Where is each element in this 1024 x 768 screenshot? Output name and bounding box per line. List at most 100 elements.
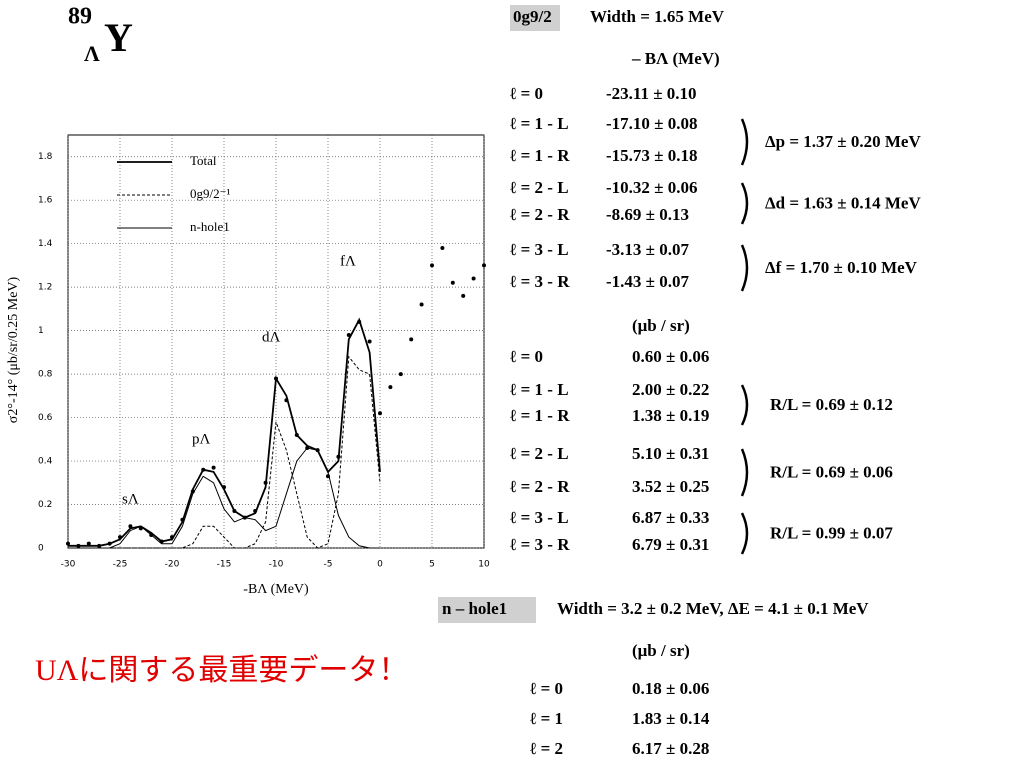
x-tick-label: -30 [61,560,76,570]
x-tick-label: -15 [217,560,232,570]
x-tick-label: -20 [165,560,180,570]
y-axis-label: σ2°-14° (μb/sr/0.25 MeV) [6,276,21,423]
data-point [398,372,403,377]
data-point [294,432,299,437]
legend-label: 0g9/2⁻¹ [190,186,230,201]
data-point [159,539,164,544]
row-value: 2.00 ± 0.22 [632,380,709,399]
row-value: -1.43 ± 0.07 [606,272,689,291]
row-value: -10.32 ± 0.06 [606,178,698,197]
data-point [190,489,195,494]
splitting: Δp = 1.37 ± 0.20 MeV [765,132,921,151]
data-point [149,532,154,537]
row-value: 0.18 ± 0.06 [632,679,709,698]
data-point [419,302,424,307]
y-tick-label: 1 [38,326,44,336]
row-label: ℓ = 2 - R [510,477,570,496]
row-value: 6.87 ± 0.33 [632,508,709,527]
row-label: ℓ = 1 - R [510,406,570,425]
data-point [450,280,455,285]
data-point [430,263,434,268]
data-point [118,535,122,540]
data-point [326,474,330,479]
state-label: n – hole1 [442,599,507,618]
row-label: ℓ = 1 [530,709,563,728]
x-tick-label: -5 [324,560,333,570]
data-point [346,332,351,337]
y-tick-label: 0.2 [38,500,52,510]
data-point [388,385,393,390]
brace [740,448,749,497]
row-value: -23.11 ± 0.10 [606,84,697,103]
label-bg [438,597,536,623]
title-sub: Λ [84,41,100,66]
row-value: 5.10 ± 0.31 [632,444,709,463]
row-label: ℓ = 3 - L [510,508,569,527]
row-label: ℓ = 3 - L [510,240,569,259]
peak-label: fΛ [340,253,356,269]
y-tick-label: 0.8 [38,370,53,380]
row-value: -3.13 ± 0.07 [606,240,689,259]
row-value: 0.60 ± 0.06 [632,347,709,366]
peak-label: sΛ [122,491,139,507]
peak-label: pΛ [192,431,211,447]
row-value: 6.17 ± 0.28 [632,739,709,758]
y-tick-label: 1.2 [38,283,52,293]
y-tick-label: 0 [38,544,44,554]
brace [740,118,749,166]
row-label: ℓ = 2 [530,739,563,758]
row-label: ℓ = 1 - L [510,380,569,399]
x-tick-label: 5 [429,560,435,570]
data-point [336,454,341,459]
row-label: ℓ = 0 [530,679,563,698]
row-label: ℓ = 1 - L [510,114,569,133]
peak-label: dΛ [262,329,281,345]
data-point [97,543,102,548]
brace [740,512,749,555]
row-label: ℓ = 3 - R [510,535,570,554]
data-point [263,480,268,485]
brace [740,384,749,426]
y-tick-label: 1.4 [38,239,53,249]
data-point [107,541,112,546]
y-tick-label: 0.4 [38,457,53,467]
data-point [440,246,445,251]
series-line [68,355,381,549]
title-symbol: Y [104,15,133,60]
row-value: -15.73 ± 0.18 [606,146,698,165]
brace [740,182,749,225]
data-point [461,293,466,298]
width: Width = 1.65 MeV [590,7,725,26]
data-point [305,446,310,451]
data-point [242,515,247,520]
data-point [66,541,70,546]
data-point [211,465,216,470]
data-point [409,337,414,342]
width: Width = 3.2 ± 0.2 MeV, ΔE = 4.1 ± 0.1 Me… [557,599,869,618]
column-header: (μb / sr) [632,641,690,660]
data-point [357,319,362,324]
data-point [367,339,372,344]
y-tick-label: 1.6 [38,196,53,206]
x-tick-label: 10 [478,560,490,570]
data-point [274,376,278,381]
column-header: – BΛ (MeV) [631,49,720,68]
title-mass: 89 [68,4,92,30]
state-label: 0g9/2 [513,7,552,26]
row-value: -17.10 ± 0.08 [606,114,698,133]
note: UΛに関する最重要データ！ [35,654,408,687]
x-tick-label: -10 [269,560,284,570]
x-tick-label: 0 [377,560,383,570]
series-line [68,447,380,549]
row-label: ℓ = 0 [510,84,543,103]
data-point [378,411,382,416]
ratio: R/L = 0.99 ± 0.07 [770,523,893,542]
data-point [315,448,320,453]
data-point [128,524,133,529]
row-label: ℓ = 0 [510,347,543,366]
data-point [253,509,258,514]
data-point [180,517,185,522]
data-point [86,541,91,546]
data-point [471,276,476,281]
